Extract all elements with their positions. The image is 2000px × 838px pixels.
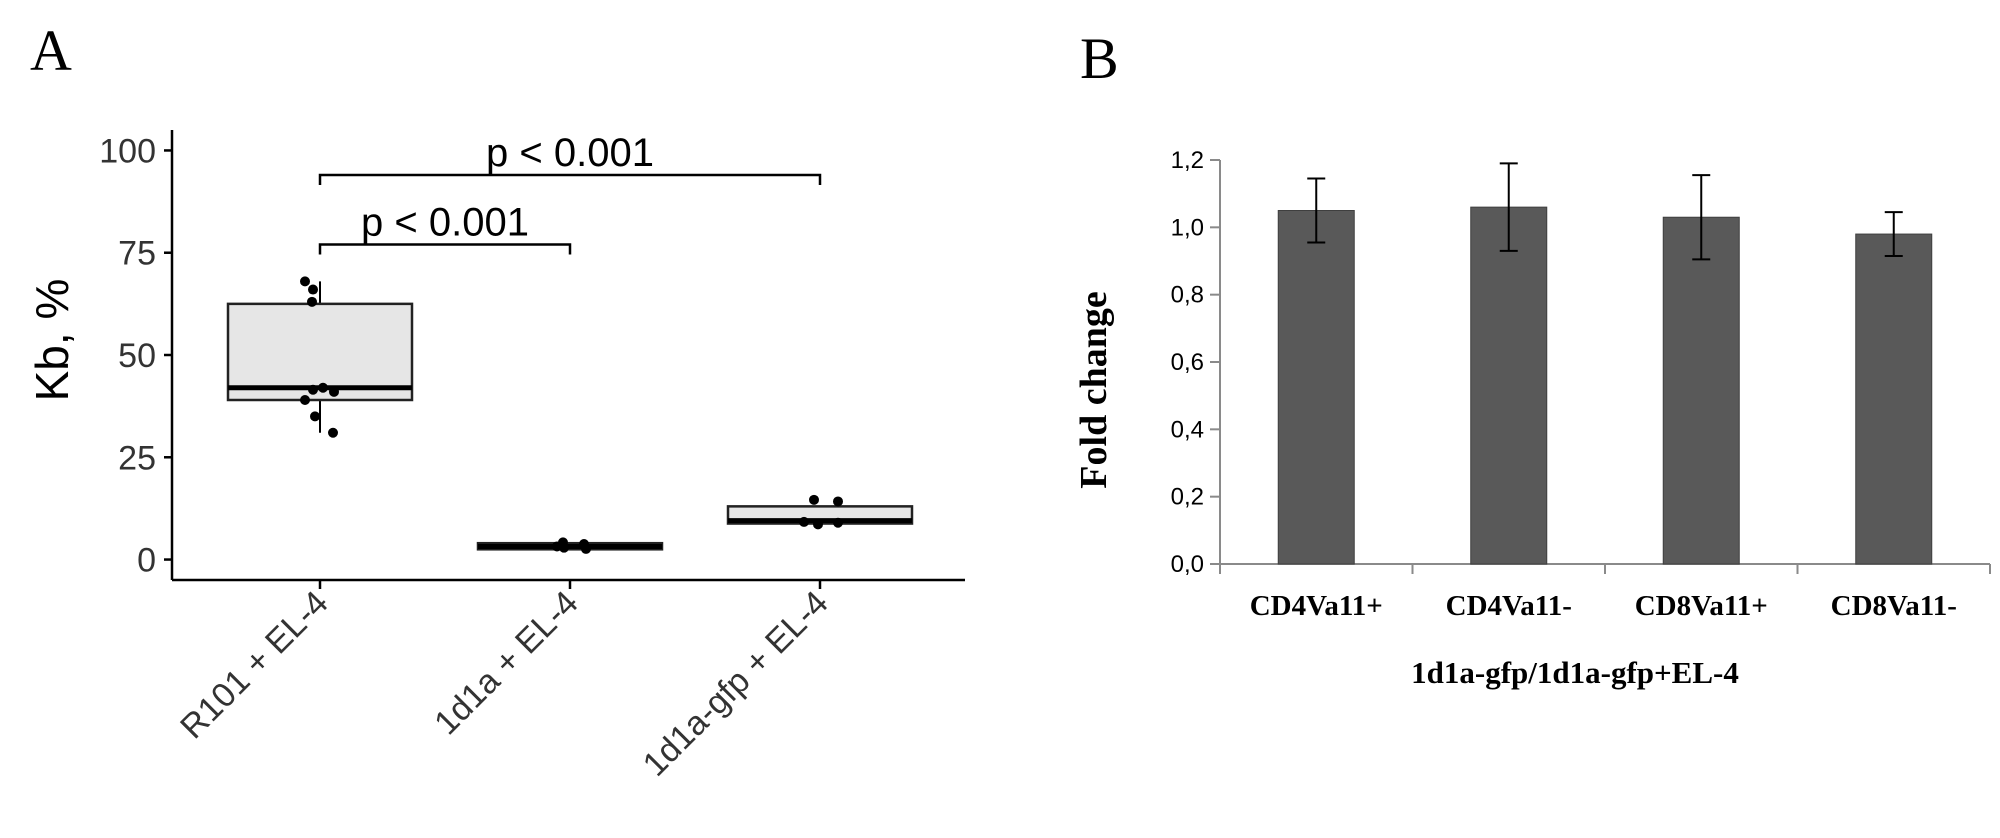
b-bar: [1855, 233, 1933, 565]
b-y-tick-label: 0,2: [1171, 484, 1204, 511]
a-y-tick-label: 100: [99, 132, 156, 170]
b-y-tick-label: 1,2: [1171, 147, 1204, 174]
a-data-point: [581, 543, 591, 554]
a-x-tick-label: 1d1a + EL-4: [427, 584, 586, 743]
a-y-tick-label: 0: [137, 542, 156, 580]
a-data-point: [328, 427, 338, 438]
a-data-point: [559, 542, 569, 553]
b-x-axis-label: 1d1a-gfp/1d1a-gfp+EL-4: [1411, 655, 1739, 690]
a-significance-bracket: [318, 173, 822, 185]
b-bar: [1662, 216, 1740, 565]
a-data-point: [300, 276, 310, 287]
a-significance-label: p < 0.001: [361, 201, 529, 245]
a-data-point: [809, 494, 819, 505]
a-data-point: [308, 384, 318, 395]
a-significance-bracket: [318, 243, 572, 255]
a-data-point: [300, 395, 310, 405]
a-data-point: [307, 296, 317, 307]
a-y-tick-label: 50: [118, 337, 156, 375]
b-y-axis-label: Fold change: [1073, 291, 1115, 488]
b-y-tick-label: 0,0: [1171, 551, 1204, 578]
a-x-tick-label: 1d1a-gfp + EL-4: [636, 584, 836, 784]
b-x-tick-label: CD4Va11+: [1250, 590, 1383, 622]
a-data-point: [813, 519, 823, 530]
a-significance-label: p < 0.001: [486, 131, 654, 175]
a-data-point: [308, 284, 318, 295]
a-data-point: [318, 382, 328, 393]
b-y-tick-label: 1,0: [1171, 214, 1204, 241]
a-data-point: [799, 516, 809, 527]
panel-a-label: A: [30, 18, 72, 83]
panel-b-barchart: Fold change 1d1a-gfp/1d1a-gfp+EL-4 0,0 0,…: [1073, 147, 1991, 690]
b-x-tick-label: CD8Va11-: [1831, 590, 1957, 622]
b-y-tick-label: 0,8: [1171, 282, 1204, 309]
b-bar: [1277, 210, 1355, 565]
a-y-axis-label: Kb, %: [26, 279, 78, 402]
a-data-point: [329, 386, 339, 397]
panel-b-label: B: [1080, 26, 1119, 91]
a-data-point: [310, 411, 320, 422]
a-data-point: [833, 517, 843, 528]
b-x-tick-label: CD8Va11+: [1635, 590, 1768, 622]
panel-a-boxplot: Kb, % 0 25 50 75 100 R101 + EL-4 1d1a + EL-4 1d…: [26, 130, 965, 784]
a-data-point: [833, 496, 843, 507]
b-bar: [1470, 206, 1548, 565]
b-y-tick-label: 0,6: [1171, 349, 1204, 376]
b-y-tick-label: 0,4: [1171, 416, 1204, 443]
a-y-tick-label: 75: [118, 235, 156, 273]
a-x-tick-label: R101 + EL-4: [173, 584, 336, 747]
a-y-tick-label: 25: [118, 439, 156, 477]
b-x-tick-label: CD4Va11-: [1446, 590, 1572, 622]
